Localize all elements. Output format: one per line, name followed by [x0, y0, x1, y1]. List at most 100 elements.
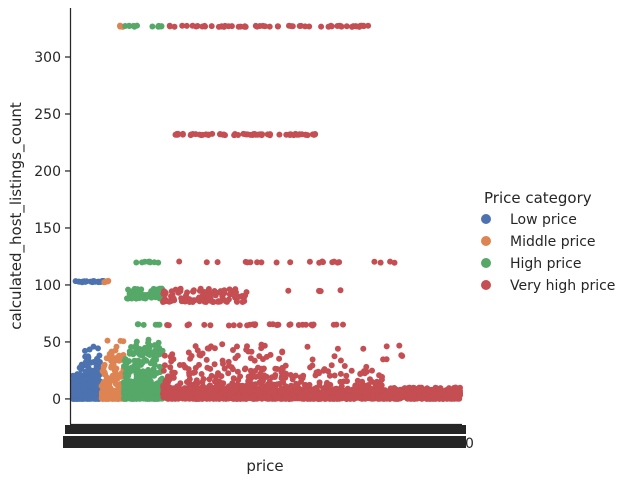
data-point: [187, 355, 194, 362]
data-point: [220, 131, 227, 138]
data-point: [369, 367, 375, 374]
data-point: [155, 259, 162, 266]
data-point: [202, 23, 209, 30]
data-point: [113, 365, 120, 372]
axes: 0 50 100 150 200 250 300 0: [34, 8, 474, 452]
data-point: [121, 357, 128, 364]
data-point: [365, 382, 372, 388]
series-high-price: [120, 22, 166, 402]
y-tick-label: 250: [34, 107, 61, 123]
data-point: [95, 345, 101, 352]
data-point: [229, 383, 236, 390]
data-point: [155, 339, 162, 346]
data-point: [244, 259, 251, 266]
data-point: [156, 344, 163, 351]
data-point: [292, 130, 299, 137]
data-point: [321, 366, 328, 373]
data-point: [289, 23, 296, 30]
data-point: [78, 366, 85, 373]
data-point: [208, 290, 215, 297]
data-point: [197, 285, 204, 292]
data-point: [215, 23, 222, 30]
data-point: [155, 289, 162, 295]
data-point: [391, 259, 398, 266]
data-point: [404, 392, 411, 399]
data-point: [341, 363, 348, 369]
y-tick-label: 150: [34, 221, 61, 237]
data-point: [221, 365, 228, 372]
data-point: [188, 383, 194, 390]
data-point: [378, 376, 385, 383]
data-point: [166, 376, 173, 383]
data-point: [139, 383, 146, 390]
data-point: [177, 391, 184, 397]
data-point: [145, 366, 152, 373]
data-point: [252, 321, 259, 328]
x-tick-label-last-fragment: 0: [465, 436, 474, 452]
data-point: [323, 395, 330, 401]
data-point: [252, 22, 259, 29]
data-point: [242, 365, 249, 372]
data-point: [423, 395, 430, 402]
data-point: [167, 389, 173, 396]
data-point: [373, 381, 380, 388]
data-point: [307, 364, 314, 371]
data-point: [72, 278, 79, 285]
data-point: [343, 372, 350, 379]
y-tick-label: 0: [52, 392, 61, 408]
data-point: [300, 372, 307, 379]
data-point: [241, 23, 248, 30]
data-point: [192, 364, 199, 371]
legend-label-very-high-price: Very high price: [510, 278, 615, 294]
data-point: [276, 355, 283, 362]
data-point: [383, 389, 390, 396]
data-point: [195, 389, 202, 396]
data-point: [108, 363, 115, 370]
data-point: [94, 355, 100, 362]
data-point: [169, 369, 176, 376]
data-point: [371, 389, 378, 396]
data-point: [276, 131, 283, 138]
data-point: [201, 321, 208, 328]
data-point: [176, 362, 183, 368]
data-point: [147, 378, 154, 385]
data-point: [141, 349, 147, 356]
data-point: [337, 357, 344, 364]
data-point: [126, 348, 133, 355]
data-point: [302, 23, 309, 30]
data-point: [254, 259, 261, 266]
data-point: [267, 351, 274, 358]
data-point: [72, 374, 79, 381]
data-point: [214, 383, 221, 390]
legend-entry-very-high-price: Very high price: [481, 278, 615, 294]
data-point: [141, 344, 148, 351]
data-point: [323, 390, 330, 397]
data-point: [256, 393, 263, 400]
data-point: [309, 356, 316, 363]
data-point: [289, 376, 296, 383]
data-point: [134, 371, 141, 378]
data-point: [211, 361, 218, 368]
data-point: [313, 369, 320, 376]
data-point: [189, 131, 196, 137]
data-point: [225, 370, 232, 377]
data-point: [134, 377, 141, 384]
data-point: [92, 278, 99, 285]
data-point: [416, 393, 423, 400]
data-point: [89, 385, 96, 392]
legend-marker-middle-price: [481, 236, 491, 246]
data-point: [277, 389, 284, 396]
data-point: [146, 383, 153, 389]
data-point: [112, 395, 119, 402]
data-point: [130, 395, 137, 402]
data-point: [182, 391, 189, 398]
data-point: [206, 383, 213, 390]
data-point: [331, 258, 338, 265]
data-point: [256, 388, 263, 395]
data-point: [272, 394, 279, 401]
data-point: [377, 259, 384, 266]
data-point: [237, 373, 244, 380]
data-point: [139, 259, 145, 266]
data-point: [307, 392, 314, 399]
